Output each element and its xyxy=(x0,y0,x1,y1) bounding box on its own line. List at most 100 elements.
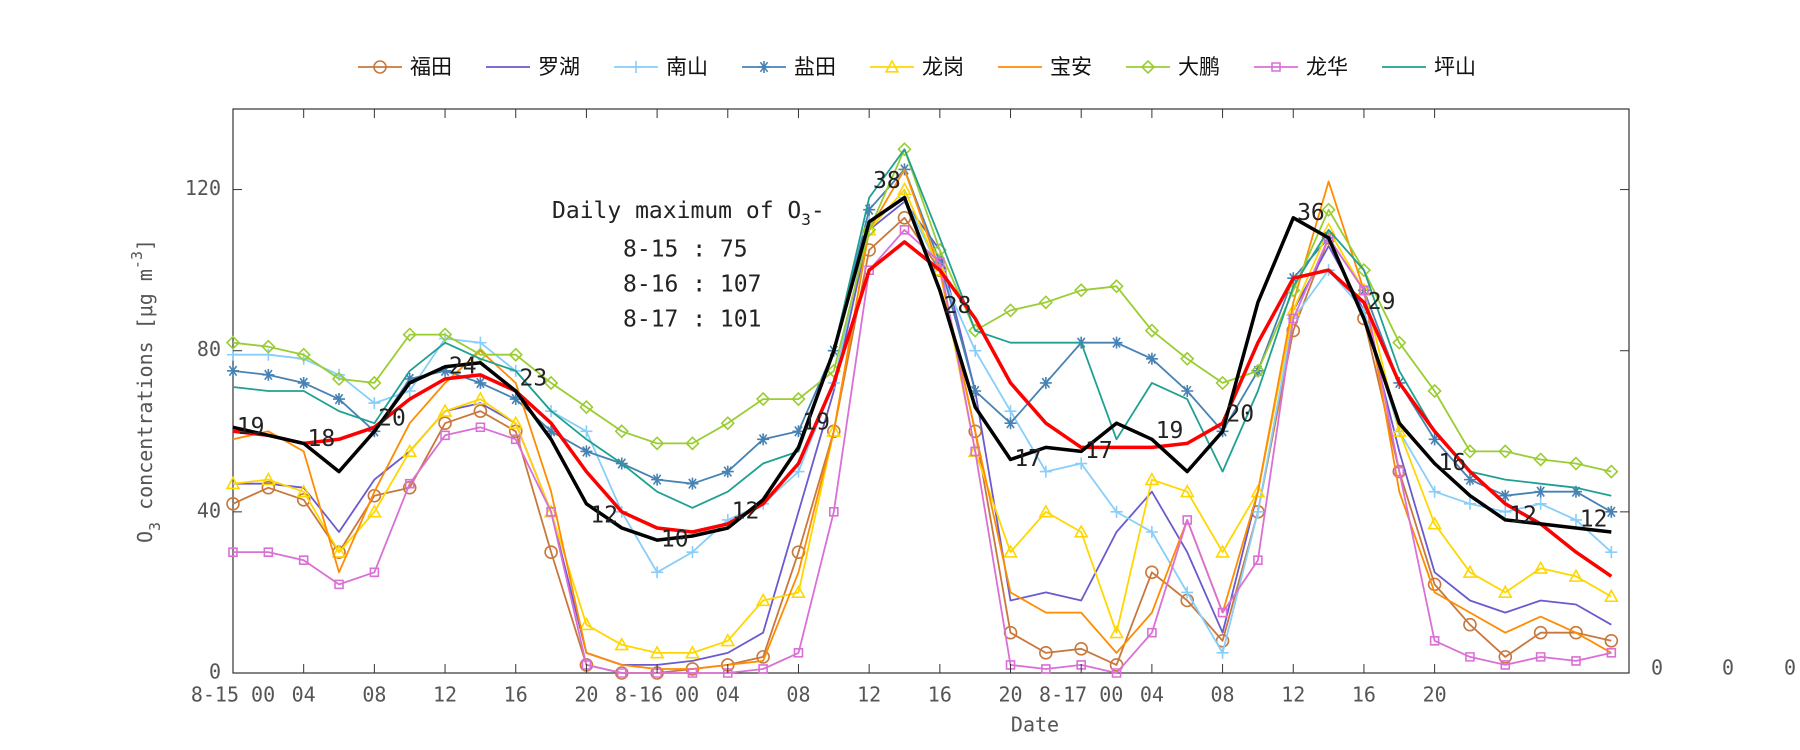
point-marker xyxy=(686,477,699,490)
point-marker xyxy=(1109,625,1124,639)
annotation: 17 xyxy=(1014,446,1042,472)
point-marker xyxy=(1359,285,1369,296)
point-marker xyxy=(1147,627,1157,638)
point-marker xyxy=(1323,233,1334,243)
y-label-part: O xyxy=(133,531,157,543)
point-marker xyxy=(1145,565,1159,580)
point-marker xyxy=(404,478,415,489)
point-marker xyxy=(473,404,488,418)
point-marker xyxy=(473,347,488,362)
legend-marker xyxy=(758,61,770,73)
point-marker xyxy=(687,668,698,678)
point-marker xyxy=(438,416,452,431)
annotation: 10 xyxy=(661,527,689,553)
annotation: 19 xyxy=(237,414,265,440)
point-marker xyxy=(331,544,347,558)
point-marker xyxy=(1180,351,1195,366)
point-marker xyxy=(686,546,699,559)
point-marker xyxy=(969,385,982,397)
point-marker xyxy=(1003,544,1018,558)
point-marker xyxy=(1427,577,1442,592)
point-marker xyxy=(614,424,629,439)
point-marker xyxy=(649,436,665,451)
point-marker xyxy=(1144,323,1160,338)
note-title: Daily maximum of O3- xyxy=(552,198,825,230)
point-marker xyxy=(1181,586,1194,599)
y-tick-label: 40 xyxy=(197,498,221,522)
point-marker xyxy=(439,364,452,377)
point-marker xyxy=(581,660,592,670)
point-marker xyxy=(260,471,276,486)
point-marker xyxy=(1394,466,1405,477)
point-marker xyxy=(863,203,876,216)
point-marker xyxy=(1571,656,1581,666)
point-marker xyxy=(1041,664,1051,674)
point-marker xyxy=(1465,652,1475,662)
y-tick-label: 0 xyxy=(209,660,221,684)
point-marker xyxy=(685,436,700,451)
point-marker xyxy=(546,507,556,517)
point-marker xyxy=(226,497,240,511)
point-marker xyxy=(685,645,700,659)
x-tick-label: 12 xyxy=(857,683,881,707)
point-marker xyxy=(1498,444,1513,459)
point-marker xyxy=(1253,555,1263,565)
point-marker xyxy=(1499,489,1512,502)
point-marker xyxy=(720,633,736,647)
x-tick-label: 16 xyxy=(928,683,952,707)
point-marker xyxy=(1499,505,1512,518)
point-marker xyxy=(651,566,664,579)
point-marker xyxy=(791,391,806,407)
point-marker xyxy=(1535,652,1546,662)
point-marker xyxy=(298,555,309,565)
point-marker xyxy=(333,393,346,406)
stray-label: 0 xyxy=(1784,656,1796,680)
point-marker xyxy=(721,465,734,478)
point-marker xyxy=(1568,568,1584,582)
point-marker xyxy=(262,368,275,381)
point-marker xyxy=(1569,625,1583,640)
annotation: 23 xyxy=(520,365,548,391)
x-tick-label: 08 xyxy=(362,683,386,707)
note-part: 3 xyxy=(801,210,811,229)
point-marker xyxy=(1428,433,1441,446)
point-marker xyxy=(1039,465,1052,478)
x-tick-label: 20 xyxy=(574,683,598,707)
annotation: 19 xyxy=(1156,418,1184,444)
point-marker xyxy=(580,445,593,458)
point-marker xyxy=(1074,283,1089,298)
annotation: 19 xyxy=(802,410,830,436)
point-marker xyxy=(475,422,486,433)
point-marker xyxy=(1533,452,1548,467)
annotation: 28 xyxy=(944,293,972,319)
point-marker xyxy=(262,348,275,361)
point-marker xyxy=(440,430,450,441)
point-marker xyxy=(1003,625,1018,640)
point-marker xyxy=(1497,584,1513,599)
x-tick-label: 04 xyxy=(716,683,740,707)
point-marker xyxy=(1039,646,1053,660)
series-line xyxy=(232,148,1612,509)
point-marker xyxy=(1111,668,1122,678)
point-marker xyxy=(331,371,347,387)
point-marker xyxy=(792,425,805,438)
point-marker xyxy=(579,658,594,672)
point-marker xyxy=(1533,560,1549,574)
point-marker xyxy=(403,372,416,385)
point-marker xyxy=(791,584,806,599)
point-marker xyxy=(1145,352,1158,365)
legend-label: 罗湖 xyxy=(538,55,580,79)
y-axis-label: O3 concentrations [μg m-3] xyxy=(128,239,164,543)
x-tick-label: 04 xyxy=(1140,683,1164,707)
point-marker xyxy=(1604,633,1619,648)
annotation: 29 xyxy=(1368,289,1396,315)
legend-label: 龙岗 xyxy=(922,55,964,79)
point-marker xyxy=(510,434,521,445)
point-marker xyxy=(296,492,311,507)
stray-label: 0 xyxy=(1722,656,1734,680)
point-marker xyxy=(864,265,874,275)
point-marker xyxy=(579,617,594,631)
point-marker xyxy=(720,416,735,431)
point-marker xyxy=(1073,524,1089,538)
